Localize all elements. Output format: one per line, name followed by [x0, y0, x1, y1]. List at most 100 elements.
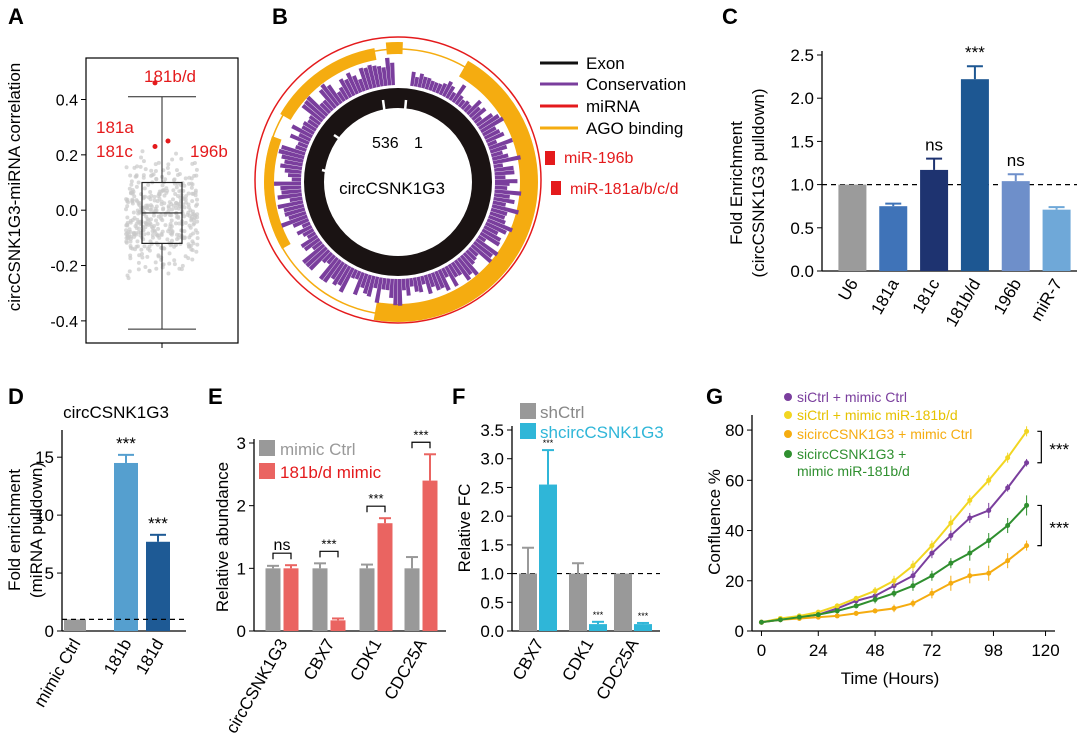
conservation-bar	[344, 78, 356, 97]
point-sicircCSNK1G3 + mimic Ctrl	[891, 605, 897, 611]
conservation-bar	[468, 106, 481, 119]
conservation-bar	[459, 254, 479, 276]
conservation-bar	[477, 234, 487, 243]
legend-label-g4a: sicircCSNK1G3 +	[797, 446, 906, 462]
panel-a-point	[161, 246, 166, 251]
panel-a-point	[156, 254, 161, 259]
panel-a-point	[169, 227, 174, 232]
panel-label-c: C	[722, 4, 738, 29]
panel-a-point	[182, 214, 187, 219]
panel-a-point	[150, 232, 155, 237]
conservation-bar	[352, 271, 365, 296]
bar-181c	[920, 169, 949, 271]
conservation-bar	[493, 196, 515, 205]
conservation-bar	[363, 67, 373, 90]
panel-a-point	[166, 171, 171, 176]
panel-a-point	[128, 256, 133, 261]
conservation-bar	[301, 103, 324, 123]
conservation-bar	[336, 91, 346, 103]
panel-a-point	[160, 218, 165, 223]
y-tick-label: 1.5	[480, 536, 504, 555]
panel-a-highlight-196b	[165, 138, 171, 144]
y-tick-label: 2	[237, 497, 246, 516]
conservation-bar	[489, 211, 506, 220]
panel-a-point	[137, 210, 142, 215]
y-tick-label: 3	[237, 434, 246, 453]
panel-a-point	[155, 233, 160, 238]
point-sicircCSNK1G3 + mimic Ctrl	[1005, 558, 1011, 564]
legend-swatch-mimic-ctrl	[259, 440, 275, 456]
point-sicircCSNK1G3 + mimic Ctrl	[967, 573, 973, 579]
panel-a-point	[152, 194, 157, 199]
conservation-bar	[416, 276, 424, 293]
y-tick-label: 60	[725, 471, 744, 490]
panel-d-ylabel2: (miRNA pulldown)	[27, 462, 46, 598]
legend-label-g3: sicircCSNK1G3 + mimic Ctrl	[797, 426, 972, 442]
panel-a-point	[140, 149, 145, 154]
panel-a-point	[170, 157, 175, 162]
conservation-bar	[494, 165, 514, 172]
bar-shCtrl-CBX7	[519, 573, 537, 631]
conservation-bar	[385, 278, 391, 291]
conservation-bar	[338, 86, 349, 101]
conservation-bar	[486, 218, 513, 233]
point-sicircCSNK1G3 + mimic miR-181b/d	[1024, 502, 1030, 508]
panel-a-point	[160, 262, 165, 267]
conservation-bar	[381, 67, 388, 86]
exon-divider	[381, 99, 388, 123]
conservation-bar	[483, 128, 501, 140]
conservation-bar	[441, 267, 449, 278]
panel-a-point	[154, 218, 159, 223]
panel-a-point	[176, 235, 181, 240]
panel-a-point	[156, 160, 161, 165]
significance-label: ***	[1049, 519, 1069, 538]
legend-dot-3	[784, 430, 792, 438]
panel-a-point	[160, 183, 165, 188]
x-tick-label: 98	[984, 641, 1003, 660]
panel-a-point	[179, 188, 184, 193]
panel-a-point	[155, 221, 160, 226]
x-tick-label: 24	[809, 641, 828, 660]
point-siCtrl + mimic Ctrl	[1005, 485, 1011, 491]
conservation-bar	[389, 278, 394, 299]
panel-a-point	[181, 196, 186, 201]
significance-bracket	[411, 441, 431, 449]
conservation-bar	[381, 277, 387, 290]
exon-label-2: 2	[452, 207, 461, 224]
panel-a-point	[151, 213, 156, 218]
significance-bracket	[272, 552, 292, 560]
conservation-bar	[393, 278, 398, 306]
panel-a-point	[157, 192, 162, 197]
panel-d-title: circCSNK1G3	[63, 403, 169, 422]
panel-a-point	[194, 173, 199, 178]
bar-U6	[838, 184, 867, 271]
conservation-bar	[307, 119, 319, 129]
panel-a-point	[172, 262, 177, 267]
significance-bracket	[1037, 430, 1042, 464]
panel-a-point	[183, 254, 188, 259]
point-siCtrl + mimic miR-181b/d	[872, 588, 878, 594]
legend-label-exon: Exon	[586, 54, 625, 73]
significance-label: ns	[925, 136, 943, 155]
panel-a-point	[172, 177, 177, 182]
conservation-bar	[306, 95, 329, 117]
conservation-bar	[295, 144, 307, 153]
point-sicircCSNK1G3 + mimic miR-181b/d	[834, 608, 840, 614]
panel-a-point	[177, 172, 182, 177]
significance-label: ns	[1007, 151, 1025, 170]
conservation-bar	[480, 116, 505, 134]
panel-a-point	[190, 161, 195, 166]
panel-a-point	[192, 212, 197, 217]
point-siCtrl + mimic miR-181b/d	[967, 497, 973, 503]
conservation-bar	[384, 57, 392, 86]
conservation-bar	[494, 189, 522, 196]
panel-a-point	[130, 217, 135, 222]
panel-a-point	[134, 184, 139, 189]
point-siCtrl + mimic miR-181b/d	[834, 603, 840, 609]
panel-a-point	[153, 209, 158, 214]
conservation-bar	[318, 88, 337, 110]
x-tick-label: CBX7	[300, 636, 339, 684]
panel-a-point	[168, 231, 173, 236]
point-siCtrl + mimic miR-181b/d	[910, 563, 916, 569]
significance-label: ***	[1049, 440, 1069, 459]
